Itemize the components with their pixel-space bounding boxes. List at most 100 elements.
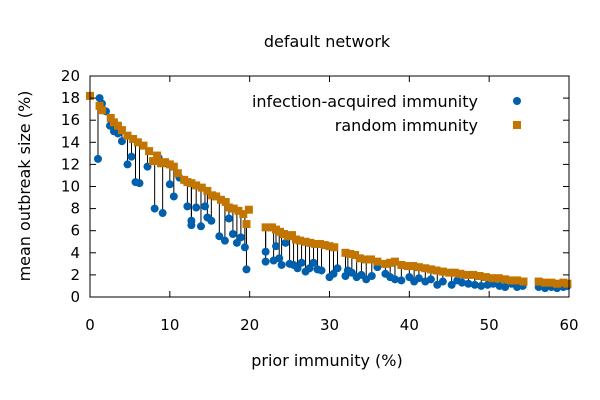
point-random-immunity <box>367 255 376 264</box>
point-random-immunity <box>301 237 310 246</box>
point-random-immunity <box>475 272 484 281</box>
point-random-immunity <box>426 265 435 274</box>
point-random-immunity <box>306 238 315 247</box>
y-axis-label: mean outbreak size (%) <box>15 91 34 282</box>
point-random-immunity <box>519 277 528 286</box>
point-infection-acquired <box>242 265 251 274</box>
legend: infection-acquired immunity random immun… <box>252 92 521 135</box>
point-random-immunity <box>187 179 196 188</box>
x-tick-label: 50 <box>480 316 499 334</box>
point-infection-acquired <box>169 192 178 201</box>
point-infection-acquired <box>93 154 102 163</box>
point-infection-acquired <box>196 222 205 231</box>
point-infection-acquired <box>470 280 479 289</box>
point-random-immunity <box>351 251 360 260</box>
point-infection-acquired <box>438 277 447 286</box>
point-infection-acquired <box>309 258 318 267</box>
y-tick-label: 10 <box>61 178 80 196</box>
point-random-immunity <box>456 269 465 278</box>
point-infection-acquired <box>220 236 229 245</box>
point-random-immunity <box>129 134 138 143</box>
point-random-immunity <box>320 241 329 250</box>
point-random-immunity <box>494 274 503 283</box>
point-infection-acquired <box>397 276 406 285</box>
point-infection-acquired <box>187 216 196 225</box>
x-axis-label: prior immunity (%) <box>251 351 403 370</box>
point-infection-acquired <box>297 258 306 267</box>
point-infection-acquired <box>333 264 342 273</box>
point-infection-acquired <box>281 238 290 247</box>
point-infection-acquired <box>135 179 144 188</box>
point-random-immunity <box>462 270 471 279</box>
point-random-immunity <box>203 186 212 195</box>
point-infection-acquired <box>272 242 281 251</box>
point-random-immunity <box>481 273 490 282</box>
point-random-immunity <box>541 278 550 287</box>
y-tick-label: 12 <box>61 155 80 173</box>
point-infection-acquired <box>240 243 249 252</box>
point-random-immunity <box>414 263 423 272</box>
point-random-immunity <box>563 279 572 288</box>
point-random-immunity <box>341 248 350 257</box>
point-infection-acquired <box>277 260 286 269</box>
x-tick-label: 40 <box>400 316 419 334</box>
y-tick-label: 8 <box>70 200 80 218</box>
point-random-immunity <box>212 192 221 201</box>
point-random-immunity <box>450 268 459 277</box>
point-random-immunity <box>242 220 251 229</box>
point-infection-acquired <box>165 180 174 189</box>
point-infection-acquired <box>200 202 209 211</box>
point-random-immunity <box>409 262 418 271</box>
point-random-immunity <box>234 206 243 215</box>
x-tick-label: 60 <box>559 316 578 334</box>
point-random-immunity <box>373 257 382 266</box>
point-random-immunity <box>123 131 132 140</box>
legend-marker-infection <box>513 97 521 105</box>
point-random-immunity <box>133 138 142 147</box>
point-random-immunity <box>381 259 390 268</box>
point-infection-acquired <box>477 281 486 290</box>
point-random-immunity <box>145 147 154 156</box>
point-random-immunity <box>534 277 543 286</box>
x-tick-label: 30 <box>320 316 339 334</box>
point-infection-acquired <box>367 272 376 281</box>
y-tick-label: 2 <box>70 266 80 284</box>
point-random-immunity <box>261 223 270 232</box>
point-random-immunity <box>216 195 225 204</box>
point-random-immunity <box>501 275 510 284</box>
x-tick-label: 20 <box>240 316 259 334</box>
point-infection-acquired <box>447 280 456 289</box>
point-random-immunity <box>390 257 399 266</box>
point-random-immunity <box>346 249 355 258</box>
point-random-immunity <box>287 231 296 240</box>
legend-marker-random <box>513 121 521 129</box>
point-random-immunity <box>244 205 253 214</box>
point-random-immunity <box>421 264 430 273</box>
point-random-immunity <box>553 279 562 288</box>
point-random-immunity <box>117 126 126 135</box>
point-infection-acquired <box>426 275 435 284</box>
point-infection-acquired <box>215 232 224 241</box>
point-infection-acquired <box>127 152 136 161</box>
point-random-immunity <box>139 141 148 150</box>
point-random-immunity <box>445 268 454 277</box>
point-infection-acquired <box>317 266 326 275</box>
y-tick-label: 0 <box>70 288 80 306</box>
point-random-immunity <box>239 210 248 219</box>
point-random-immunity <box>488 274 497 283</box>
point-infection-acquired <box>232 238 241 247</box>
point-random-immunity <box>173 169 182 178</box>
stems-layer <box>97 105 568 289</box>
point-random-immunity <box>224 203 233 212</box>
x-tick-label: 0 <box>85 316 95 334</box>
point-infection-acquired <box>158 209 167 218</box>
point-random-immunity <box>355 254 364 263</box>
point-infection-acquired <box>224 214 233 223</box>
point-random-immunity <box>106 113 115 122</box>
point-random-immunity <box>438 267 447 276</box>
point-infection-acquired <box>458 278 467 287</box>
point-random-immunity <box>311 239 320 248</box>
point-infection-acquired <box>183 202 192 211</box>
